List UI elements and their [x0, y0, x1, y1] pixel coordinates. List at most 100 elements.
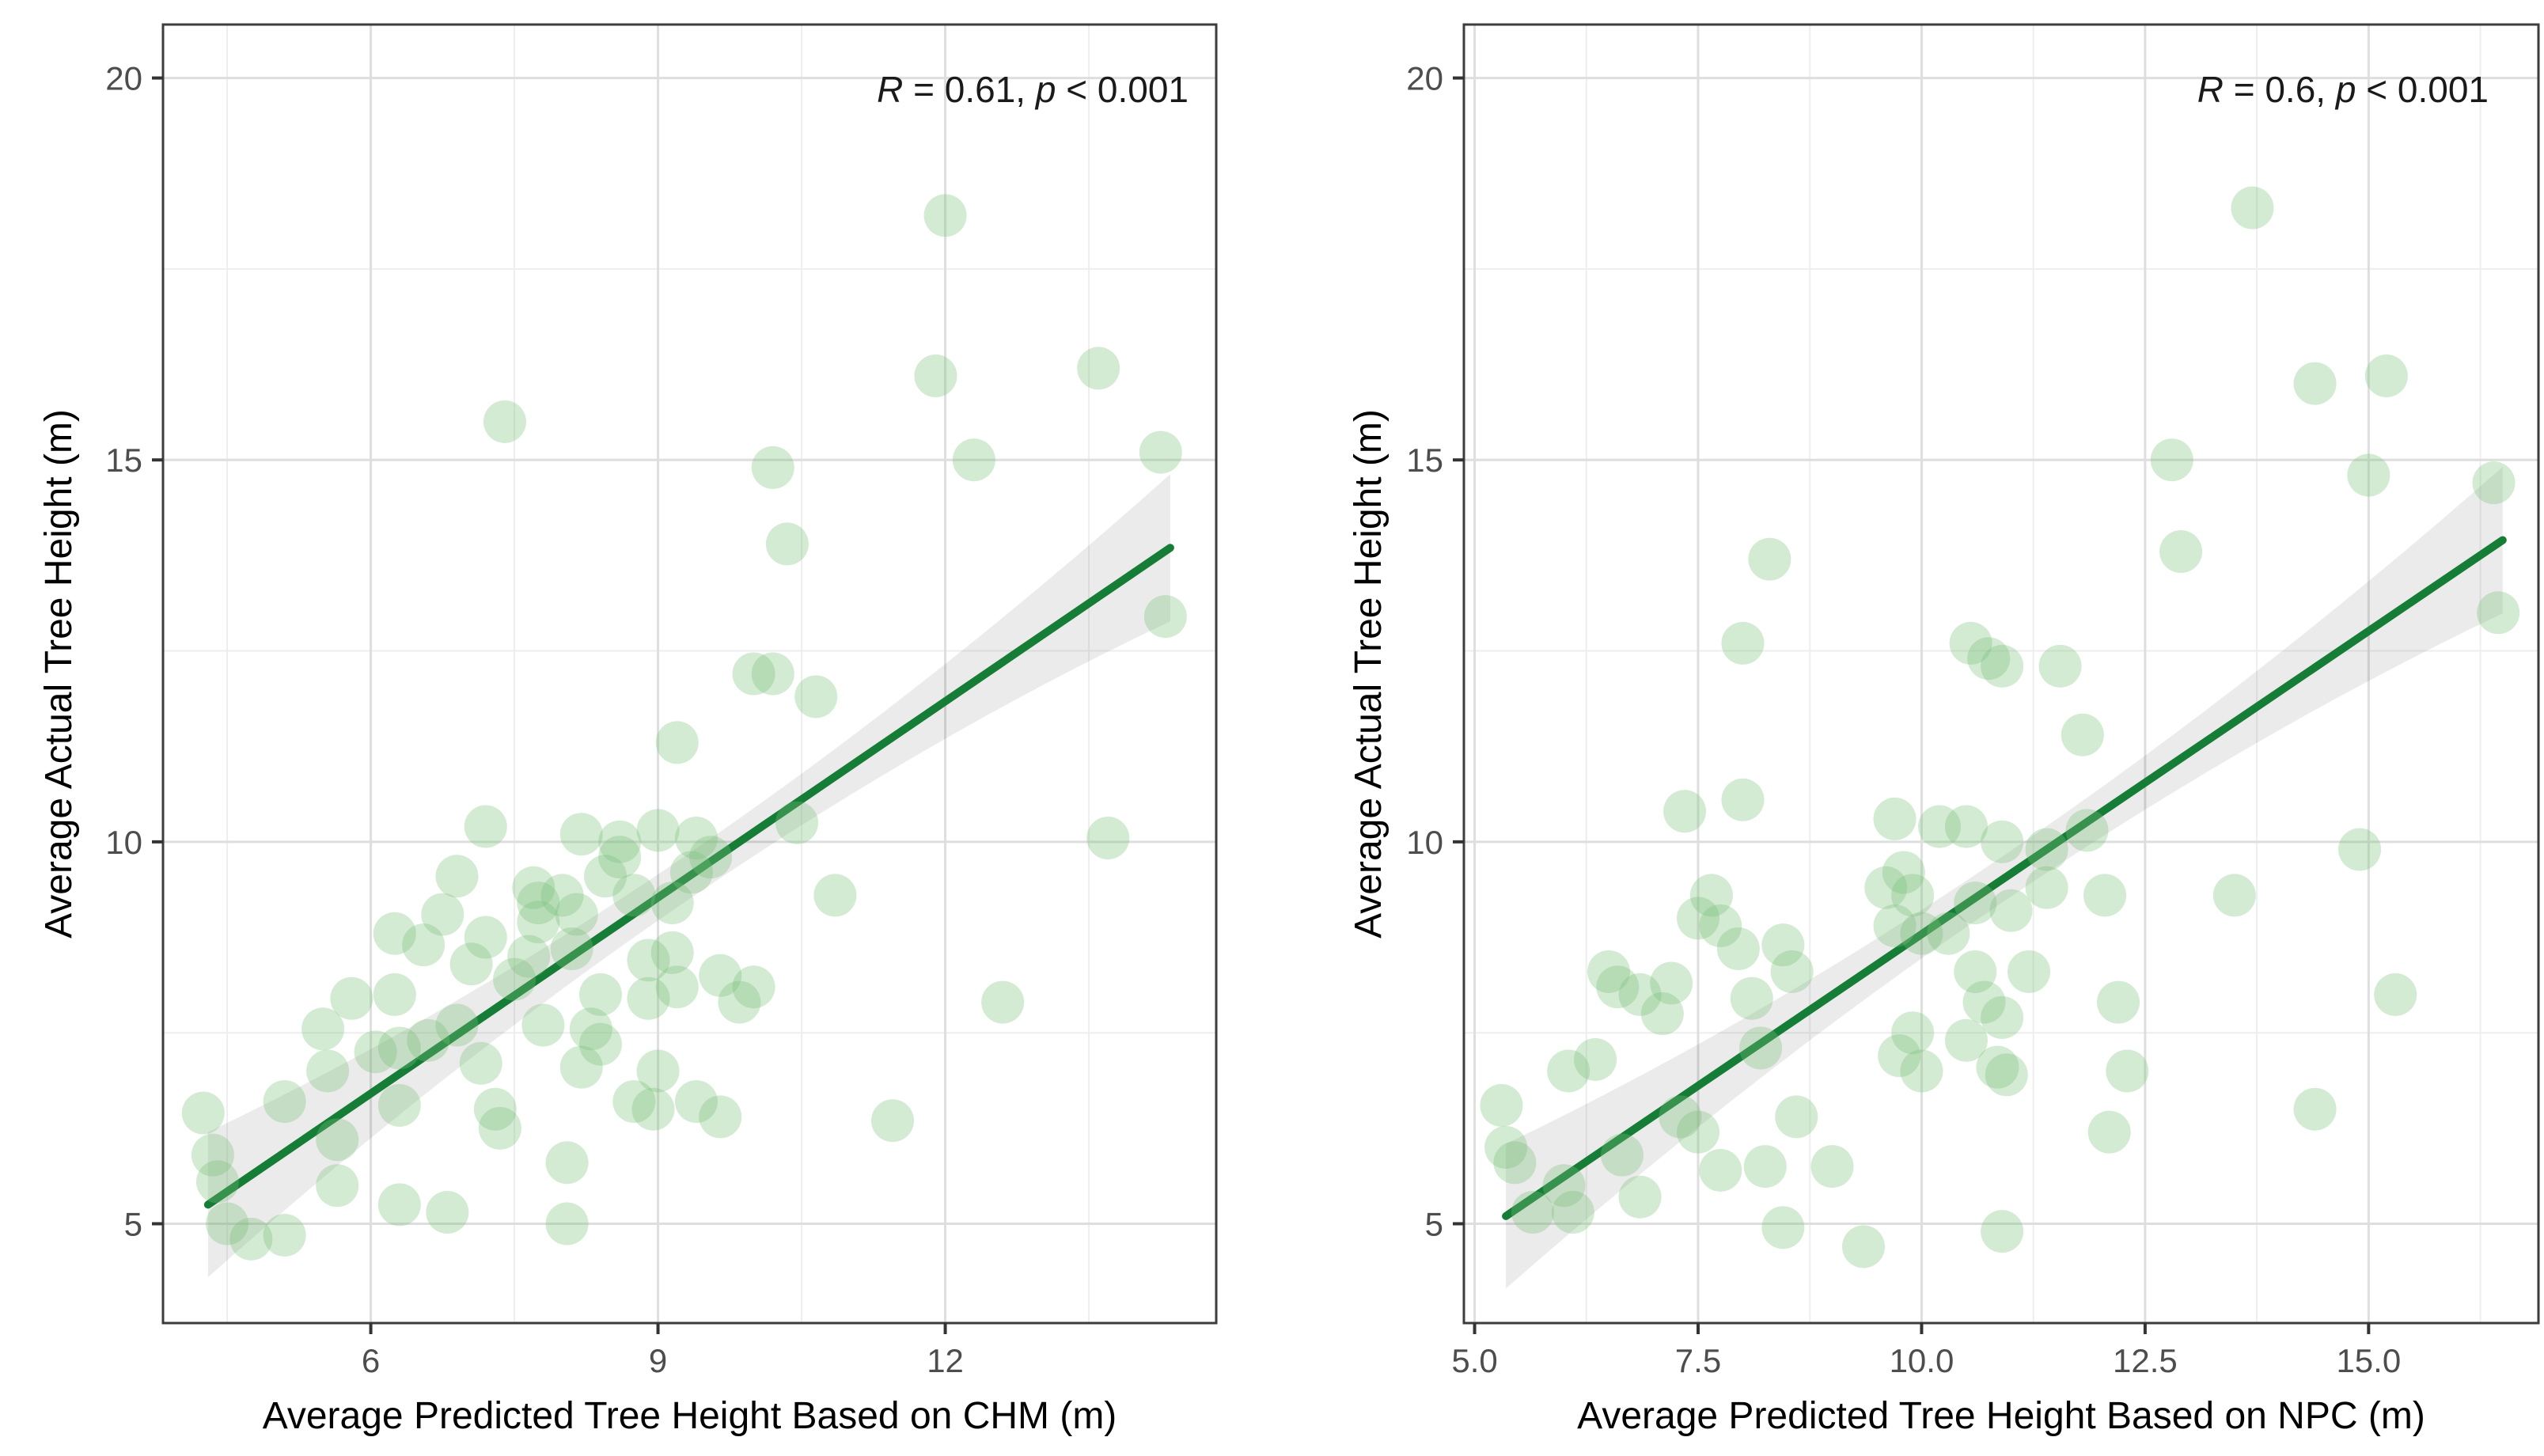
- data-point: [426, 1191, 469, 1234]
- data-point: [2212, 874, 2256, 917]
- data-point: [407, 1018, 450, 1062]
- right-p-value: < 0.001: [2356, 69, 2489, 110]
- data-point: [1891, 874, 1935, 917]
- data-point: [354, 1030, 397, 1074]
- data-point: [1981, 820, 2024, 863]
- data-point: [871, 1099, 915, 1143]
- x-tick-label: 5.0: [1451, 1342, 1497, 1379]
- data-point: [1842, 1225, 1886, 1268]
- data-point: [1985, 1053, 2028, 1097]
- data-point: [2477, 591, 2520, 635]
- data-point: [1663, 790, 1707, 833]
- x-tick-label: 12: [927, 1342, 964, 1379]
- data-point: [1761, 1206, 1805, 1249]
- data-point: [1600, 1133, 1644, 1177]
- data-point: [229, 1217, 273, 1261]
- data-point: [952, 438, 995, 482]
- data-point: [627, 976, 670, 1020]
- data-point: [464, 916, 507, 959]
- right-r-symbol: R: [2197, 69, 2224, 110]
- y-tick-label: 20: [1406, 60, 1443, 97]
- data-point: [435, 1003, 479, 1047]
- data-point: [2293, 362, 2337, 405]
- data-point: [1640, 992, 1684, 1036]
- data-point: [569, 1007, 612, 1051]
- data-point: [1730, 976, 1773, 1020]
- data-point: [2150, 438, 2193, 482]
- data-point: [1981, 1210, 2024, 1253]
- data-point: [1547, 1049, 1590, 1093]
- data-point: [923, 194, 967, 237]
- data-point: [464, 805, 507, 848]
- data-point: [545, 1202, 589, 1246]
- data-point: [306, 1049, 350, 1093]
- data-point: [2025, 866, 2068, 909]
- data-point: [751, 446, 794, 489]
- data-point: [206, 1202, 249, 1246]
- data-point: [316, 1164, 359, 1208]
- data-point: [1981, 995, 2024, 1039]
- gridlines-left: [163, 25, 1216, 1323]
- data-point: [2347, 453, 2390, 497]
- data-point: [1650, 961, 1693, 1005]
- data-point: [377, 1083, 421, 1127]
- left-p-value: < 0.001: [1056, 69, 1189, 110]
- data-point: [1587, 950, 1631, 993]
- data-point: [1864, 866, 1908, 909]
- data-point: [195, 1160, 239, 1204]
- data-point: [1542, 1164, 1586, 1208]
- data-point: [1618, 1175, 1662, 1219]
- data-point: [981, 980, 1025, 1024]
- data-point: [555, 893, 598, 936]
- data-point: [316, 1118, 359, 1162]
- data-point: [1761, 923, 1805, 967]
- data-point: [1699, 1148, 1742, 1192]
- data-point: [732, 965, 775, 1009]
- data-point: [1511, 1191, 1554, 1234]
- data-point: [377, 1183, 421, 1227]
- data-point: [373, 912, 416, 955]
- scatter-points-left: [181, 194, 1187, 1261]
- data-point: [1967, 637, 2011, 681]
- data-point: [1873, 797, 1917, 840]
- left-correlation-annotation: R = 0.61, p < 0.001: [877, 68, 1189, 111]
- data-point: [191, 1133, 234, 1177]
- data-point: [517, 882, 560, 925]
- data-point: [2374, 973, 2417, 1016]
- panel-border-left: [161, 23, 1218, 1325]
- right-y-axis-title-text: Average Actual Tree Height (m): [1347, 409, 1390, 938]
- data-point: [1743, 1145, 1787, 1189]
- data-point: [1775, 1095, 1818, 1139]
- data-point: [1677, 897, 1720, 940]
- data-point: [598, 836, 642, 879]
- data-point: [493, 957, 536, 1001]
- data-point: [2159, 530, 2203, 574]
- y-tick-label: 10: [105, 824, 142, 861]
- data-point: [1927, 912, 1970, 955]
- data-point: [1944, 805, 1988, 848]
- data-point: [2293, 1087, 2337, 1131]
- axis-ticks-right: 5.0 7.5 10.0 12.5 15.0 5 10 15 20: [1406, 60, 2401, 1379]
- data-point: [2061, 713, 2104, 756]
- data-point: [631, 1087, 675, 1131]
- data-point: [669, 851, 713, 894]
- data-point: [301, 1007, 345, 1051]
- data-point: [794, 675, 838, 719]
- regression-line-left: [203, 544, 1174, 1209]
- data-point: [813, 874, 857, 917]
- left-p-symbol: p: [1035, 69, 1056, 110]
- data-point: [1900, 912, 1943, 955]
- left-r-symbol: R: [877, 69, 904, 110]
- data-point: [1989, 889, 2033, 932]
- data-point: [1810, 1145, 1854, 1189]
- data-point: [1770, 950, 1814, 993]
- data-point: [578, 973, 622, 1016]
- data-point: [550, 927, 593, 971]
- data-point: [1716, 927, 1760, 971]
- right-y-axis-title: Average Actual Tree Height (m): [1343, 25, 1393, 1323]
- data-point: [2338, 828, 2382, 871]
- data-point: [1551, 1191, 1594, 1234]
- y-tick-label: 5: [124, 1206, 142, 1243]
